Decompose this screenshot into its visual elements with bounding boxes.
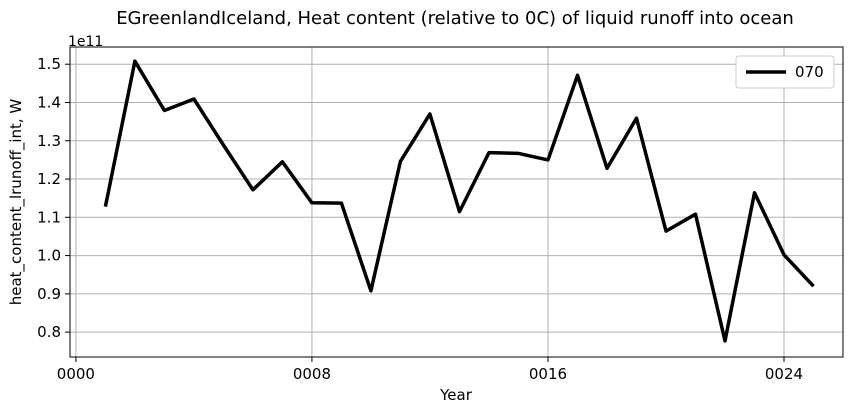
y-axis-ticks: 0.8 0.9 1.0 1.1 1.2 1.3 1.4 1.5 [37,55,70,341]
y-offset-label: 1e11 [68,34,103,50]
y-tick-label: 0.9 [37,285,61,303]
y-axis-label: heat_content_lrunoff_int, W [7,99,26,306]
y-tick-label: 0.8 [37,323,61,341]
x-tick-label: 0016 [529,365,567,383]
series-lines [103,59,815,343]
y-tick-label: 1.1 [37,208,61,226]
chart-title: EGreenlandIceland, Heat content (relativ… [116,8,794,29]
series-line-070 [103,59,815,343]
grid-lines [70,47,843,357]
plot-frame [69,46,844,358]
y-tick-label: 1.5 [37,55,61,73]
x-tick-label: 0000 [57,365,95,383]
y-tick-label: 1.2 [37,170,61,188]
x-tick-label: 0024 [765,365,803,383]
y-tick-label: 1.4 [37,93,61,111]
x-tick-label: 0008 [293,365,331,383]
legend-label-070: 070 [795,63,824,81]
x-axis-ticks: 0000 0008 0016 0024 [57,357,803,383]
y-tick-label: 1.0 [37,247,61,265]
x-axis-label: Year [439,386,473,404]
legend: 070 [735,55,835,89]
y-tick-label: 1.3 [37,132,61,150]
